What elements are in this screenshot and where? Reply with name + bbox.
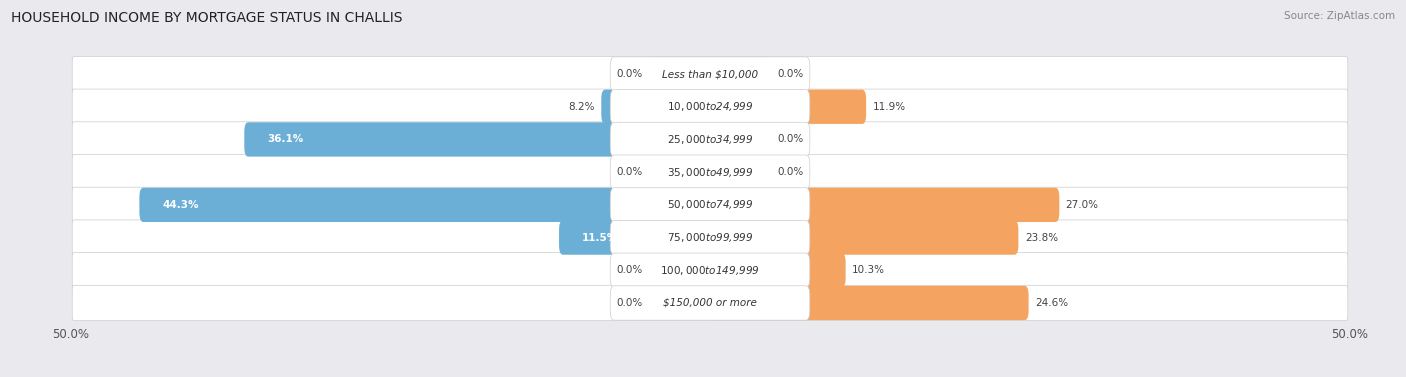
Text: 10.3%: 10.3% xyxy=(852,265,884,275)
FancyBboxPatch shape xyxy=(648,286,714,320)
FancyBboxPatch shape xyxy=(610,122,810,156)
Text: 0.0%: 0.0% xyxy=(616,298,643,308)
FancyBboxPatch shape xyxy=(72,57,1348,92)
Text: 23.8%: 23.8% xyxy=(1025,233,1057,242)
Text: $25,000 to $34,999: $25,000 to $34,999 xyxy=(666,133,754,146)
Text: $75,000 to $99,999: $75,000 to $99,999 xyxy=(666,231,754,244)
FancyBboxPatch shape xyxy=(602,90,714,124)
Text: $35,000 to $49,999: $35,000 to $49,999 xyxy=(666,166,754,179)
Text: 0.0%: 0.0% xyxy=(616,69,643,79)
Text: 0.0%: 0.0% xyxy=(778,167,804,177)
FancyBboxPatch shape xyxy=(706,188,1059,222)
FancyBboxPatch shape xyxy=(610,253,810,287)
FancyBboxPatch shape xyxy=(648,57,714,91)
FancyBboxPatch shape xyxy=(706,90,866,124)
FancyBboxPatch shape xyxy=(72,89,1348,124)
Text: 11.9%: 11.9% xyxy=(873,102,905,112)
Text: Source: ZipAtlas.com: Source: ZipAtlas.com xyxy=(1284,11,1395,21)
Text: 0.0%: 0.0% xyxy=(616,167,643,177)
FancyBboxPatch shape xyxy=(72,285,1348,320)
Text: 8.2%: 8.2% xyxy=(568,102,595,112)
Text: Less than $10,000: Less than $10,000 xyxy=(662,69,758,79)
FancyBboxPatch shape xyxy=(648,253,714,287)
FancyBboxPatch shape xyxy=(706,286,1029,320)
FancyBboxPatch shape xyxy=(706,253,845,287)
FancyBboxPatch shape xyxy=(610,188,810,222)
FancyBboxPatch shape xyxy=(72,253,1348,288)
Text: $10,000 to $24,999: $10,000 to $24,999 xyxy=(666,100,754,113)
FancyBboxPatch shape xyxy=(72,220,1348,255)
FancyBboxPatch shape xyxy=(560,221,714,255)
FancyBboxPatch shape xyxy=(610,286,810,320)
Text: $50,000 to $74,999: $50,000 to $74,999 xyxy=(666,198,754,211)
Text: $100,000 to $149,999: $100,000 to $149,999 xyxy=(661,264,759,277)
Text: 0.0%: 0.0% xyxy=(778,69,804,79)
FancyBboxPatch shape xyxy=(72,155,1348,190)
FancyBboxPatch shape xyxy=(706,221,1018,255)
FancyBboxPatch shape xyxy=(610,155,810,189)
FancyBboxPatch shape xyxy=(245,122,714,156)
Text: 36.1%: 36.1% xyxy=(267,135,304,144)
Text: $150,000 or more: $150,000 or more xyxy=(664,298,756,308)
FancyBboxPatch shape xyxy=(706,57,772,91)
Text: HOUSEHOLD INCOME BY MORTGAGE STATUS IN CHALLIS: HOUSEHOLD INCOME BY MORTGAGE STATUS IN C… xyxy=(11,11,402,25)
Text: 0.0%: 0.0% xyxy=(616,265,643,275)
Text: 0.0%: 0.0% xyxy=(778,135,804,144)
FancyBboxPatch shape xyxy=(648,155,714,189)
Text: 24.6%: 24.6% xyxy=(1035,298,1069,308)
Text: 27.0%: 27.0% xyxy=(1066,200,1098,210)
Text: 44.3%: 44.3% xyxy=(163,200,198,210)
FancyBboxPatch shape xyxy=(706,155,772,189)
FancyBboxPatch shape xyxy=(610,57,810,91)
FancyBboxPatch shape xyxy=(139,188,714,222)
FancyBboxPatch shape xyxy=(610,90,810,124)
FancyBboxPatch shape xyxy=(72,187,1348,222)
FancyBboxPatch shape xyxy=(610,221,810,255)
Text: 11.5%: 11.5% xyxy=(582,233,619,242)
FancyBboxPatch shape xyxy=(72,122,1348,157)
FancyBboxPatch shape xyxy=(706,122,772,156)
